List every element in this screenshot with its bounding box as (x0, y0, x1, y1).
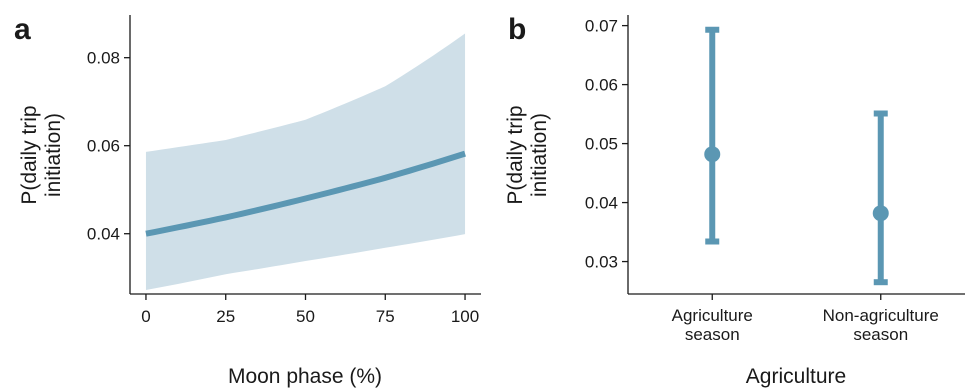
y-tick-label: 0.07 (585, 17, 618, 36)
y-tick-label: 0.05 (585, 135, 618, 154)
panel-a-y-axis-title-line1: P(daily trip (18, 105, 41, 204)
x-tick-label: 25 (216, 307, 235, 326)
x-tick-label: 100 (451, 307, 479, 326)
x-category-label: Non-agriculture (823, 306, 939, 325)
panel-a: a 0.04 0.06 0.08 0 25 50 75 100 P(daily trip i… (14, 13, 481, 388)
panel-b-x-axis-title: Agriculture (746, 365, 846, 388)
y-tick-label: 0.04 (87, 225, 120, 244)
panel-a-y-ticks: 0.04 0.06 0.08 (87, 49, 130, 244)
panel-b-y-ticks: 0.03 0.04 0.05 0.06 0.07 (585, 17, 628, 272)
panel-a-x-ticks: 0 25 50 75 100 (141, 294, 479, 326)
panel-a-x-axis-title: Moon phase (%) (228, 365, 382, 388)
x-tick-label: 50 (296, 307, 315, 326)
x-category-label: season (685, 325, 740, 344)
panel-b: b 0.030.040.050.060.07 Agricultureseason… (504, 13, 965, 388)
x-tick-label: 75 (376, 307, 395, 326)
panel-a-y-axis-title-line2: initiation) (42, 113, 65, 197)
point-estimate (704, 146, 721, 163)
x-tick-label: 0 (141, 307, 150, 326)
x-category-label: Agriculture (672, 306, 753, 325)
panel-b-letter: b (508, 13, 526, 46)
x-category-label: season (853, 325, 908, 344)
panel-a-plot-area (145, 33, 466, 291)
fitted-line (145, 150, 466, 237)
point-estimate (872, 205, 889, 222)
y-tick-label: 0.03 (585, 253, 618, 272)
confidence-band (145, 33, 466, 291)
panel-a-letter: a (14, 13, 31, 46)
panel-b-plot-area (704, 26, 889, 286)
panel-b-y-axis-title-line2: initiation) (528, 113, 551, 197)
y-tick-label: 0.08 (87, 49, 120, 68)
y-tick-label: 0.04 (585, 194, 618, 213)
y-tick-label: 0.06 (585, 76, 618, 95)
y-tick-label: 0.06 (87, 137, 120, 156)
panel-b-y-axis-title-line1: P(daily trip (504, 105, 527, 204)
